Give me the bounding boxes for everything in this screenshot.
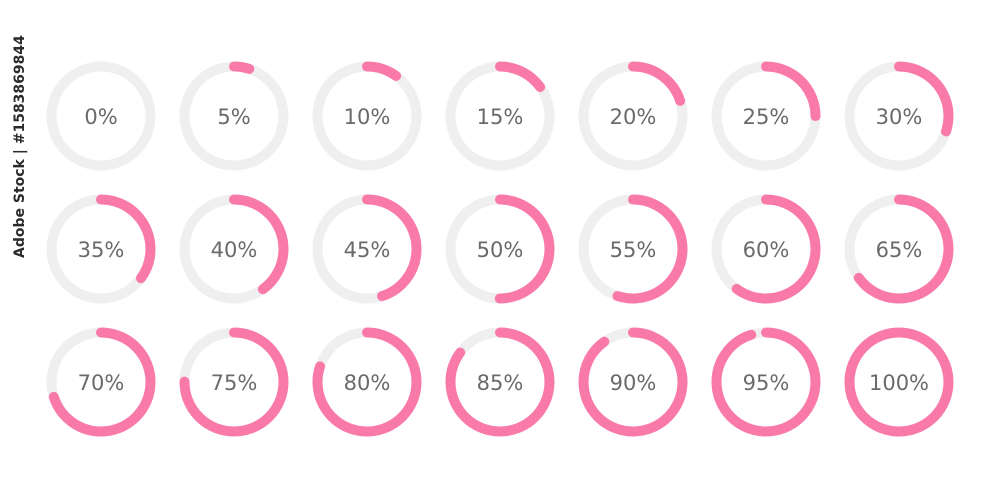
ring-progress-arc <box>445 194 555 304</box>
ring-progress-arc <box>445 61 555 171</box>
ring-percent-label: 75% <box>211 371 258 395</box>
progress-ring: 55% <box>578 194 688 304</box>
ring-percent-label: 40% <box>211 238 258 262</box>
progress-ring: 60% <box>711 194 821 304</box>
ring-percent-label: 95% <box>743 371 790 395</box>
stock-credit: Adobe Stock | #1583869844 <box>12 35 28 258</box>
ring-percent-label: 15% <box>477 105 524 129</box>
ring-percent-label: 45% <box>344 238 391 262</box>
ring-progress-arc <box>711 327 821 437</box>
ring-progress-arc <box>711 194 821 304</box>
ring-progress-arc <box>578 194 688 304</box>
progress-ring: 50% <box>445 194 555 304</box>
progress-ring: 5% <box>179 61 289 171</box>
ring-progress-arc <box>844 61 954 171</box>
ring-progress-arc <box>711 61 821 171</box>
ring-percent-label: 20% <box>610 105 657 129</box>
ring-percent-label: 85% <box>477 371 524 395</box>
ring-percent-label: 60% <box>743 238 790 262</box>
progress-ring: 90% <box>578 327 688 437</box>
progress-ring: 80% <box>312 327 422 437</box>
ring-progress-arc <box>312 327 422 437</box>
ring-percent-label: 55% <box>610 238 657 262</box>
ring-percent-label: 25% <box>743 105 790 129</box>
progress-ring: 70% <box>46 327 156 437</box>
ring-percent-label: 90% <box>610 371 657 395</box>
ring-track <box>46 61 156 171</box>
progress-ring: 20% <box>578 61 688 171</box>
ring-progress-arc <box>179 194 289 304</box>
ring-percent-label: 0% <box>84 105 117 129</box>
progress-ring: 100% <box>844 327 954 437</box>
progress-ring: 75% <box>179 327 289 437</box>
ring-percent-label: 10% <box>344 105 391 129</box>
ring-progress-arc <box>844 327 954 437</box>
ring-progress-arc <box>179 61 289 171</box>
ring-percent-label: 35% <box>78 238 125 262</box>
ring-percent-label: 100% <box>869 371 929 395</box>
ring-percent-label: 70% <box>78 371 125 395</box>
ring-progress-arc <box>312 194 422 304</box>
progress-ring: 35% <box>46 194 156 304</box>
progress-ring: 95% <box>711 327 821 437</box>
ring-percent-label: 5% <box>217 105 250 129</box>
ring-percent-label: 80% <box>344 371 391 395</box>
ring-progress-arc <box>46 327 156 437</box>
ring-progress-arc <box>179 327 289 437</box>
progress-ring: 25% <box>711 61 821 171</box>
progress-ring: 15% <box>445 61 555 171</box>
ring-progress-arc <box>844 194 954 304</box>
progress-ring: 45% <box>312 194 422 304</box>
ring-progress-arc <box>578 61 688 171</box>
ring-progress-arc <box>46 194 156 304</box>
progress-ring: 0% <box>46 61 156 171</box>
ring-percent-label: 65% <box>876 238 923 262</box>
progress-ring: 10% <box>312 61 422 171</box>
ring-percent-label: 50% <box>477 238 524 262</box>
progress-ring: 85% <box>445 327 555 437</box>
ring-percent-label: 30% <box>876 105 923 129</box>
ring-progress-arc <box>312 61 422 171</box>
ring-progress-arc <box>578 327 688 437</box>
ring-progress-arc <box>445 327 555 437</box>
progress-ring: 40% <box>179 194 289 304</box>
progress-ring: 30% <box>844 61 954 171</box>
progress-ring: 65% <box>844 194 954 304</box>
